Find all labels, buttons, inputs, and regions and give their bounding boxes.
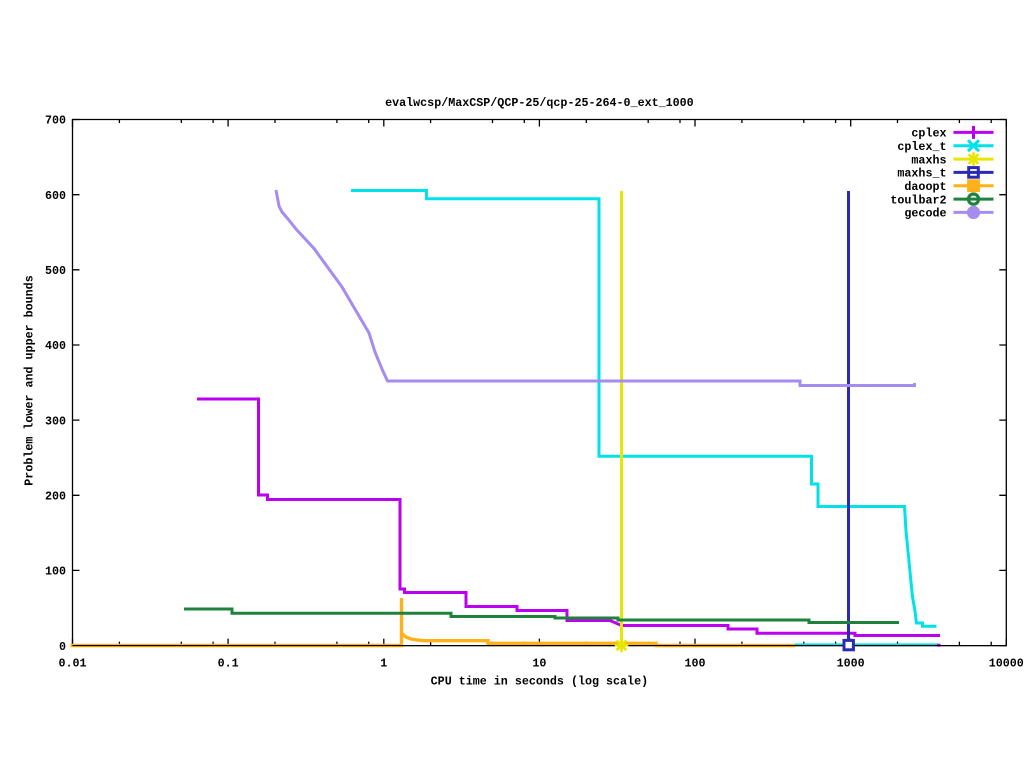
svg-text:100: 100 — [45, 565, 66, 579]
svg-text:maxhs_t: maxhs_t — [897, 167, 946, 181]
svg-text:500: 500 — [45, 264, 66, 278]
svg-text:400: 400 — [45, 339, 66, 353]
svg-text:300: 300 — [45, 414, 66, 428]
svg-text:maxhs: maxhs — [911, 153, 946, 167]
svg-text:cplex: cplex — [911, 127, 946, 141]
svg-text:cplex_t: cplex_t — [897, 140, 946, 154]
svg-text:gecode: gecode — [904, 207, 946, 221]
svg-text:100: 100 — [685, 657, 706, 671]
svg-text:700: 700 — [45, 114, 66, 128]
svg-text:10: 10 — [532, 657, 546, 671]
svg-text:0.01: 0.01 — [58, 657, 86, 671]
svg-text:1000: 1000 — [837, 657, 865, 671]
svg-text:0: 0 — [59, 640, 66, 654]
svg-text:toulbar2: toulbar2 — [890, 193, 946, 207]
svg-text:10000: 10000 — [989, 657, 1024, 671]
svg-text:600: 600 — [45, 189, 66, 203]
svg-text:Problem lower and upper bounds: Problem lower and upper bounds — [23, 275, 37, 485]
svg-text:evalwcsp/MaxCSP/QCP-25/qcp-25-: evalwcsp/MaxCSP/QCP-25/qcp-25-264-0_ext_… — [385, 96, 694, 110]
svg-text:200: 200 — [45, 489, 66, 503]
svg-text:daoopt: daoopt — [904, 180, 946, 194]
svg-text:CPU time in seconds (log scale: CPU time in seconds (log scale) — [431, 675, 648, 689]
svg-text:0.1: 0.1 — [218, 657, 239, 671]
svg-text:1: 1 — [380, 657, 387, 671]
